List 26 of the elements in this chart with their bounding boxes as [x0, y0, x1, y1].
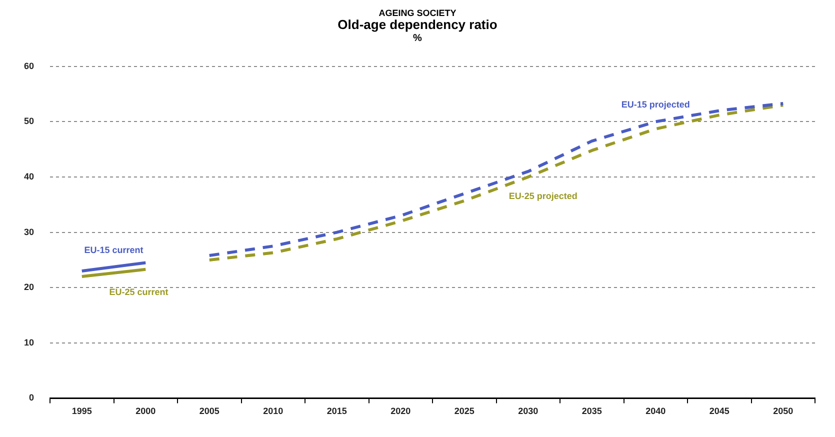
- x-tick-label: 2020: [390, 406, 411, 416]
- chart-title: AGEING SOCIETY: [378, 8, 458, 18]
- x-tick-label: 2000: [136, 406, 156, 416]
- x-tick-label: 2035: [582, 406, 602, 416]
- x-tick-label: 1995: [72, 406, 92, 416]
- series-label: EU-25 current: [109, 286, 168, 297]
- y-tick-label: 40: [24, 171, 34, 182]
- x-tick-label: 2005: [199, 406, 220, 416]
- x-tick-label: 2010: [263, 406, 284, 416]
- y-tick-label: 60: [24, 60, 34, 71]
- series-label: EU-15 projected: [621, 99, 690, 110]
- x-tick-label: 2045: [709, 406, 730, 416]
- y-tick-label: 0: [28, 392, 34, 402]
- x-tick-label: 2025: [454, 406, 474, 416]
- series-label: EU-25 projected: [508, 190, 578, 201]
- y-tick-label: 30: [24, 226, 34, 237]
- x-tick-label: 2040: [646, 406, 666, 416]
- y-axis-title: %: [412, 33, 423, 45]
- x-tick-label: 2050: [773, 406, 794, 416]
- y-tick-label: 20: [24, 282, 34, 292]
- series-label: EU-15 current: [84, 244, 144, 255]
- y-tick-label: 50: [24, 116, 34, 126]
- x-tick-label: 2030: [518, 406, 538, 416]
- y-tick-label: 10: [24, 337, 34, 348]
- chart-subtitle: Old-age dependency ratio: [336, 17, 498, 34]
- x-tick-label: 2015: [326, 406, 347, 416]
